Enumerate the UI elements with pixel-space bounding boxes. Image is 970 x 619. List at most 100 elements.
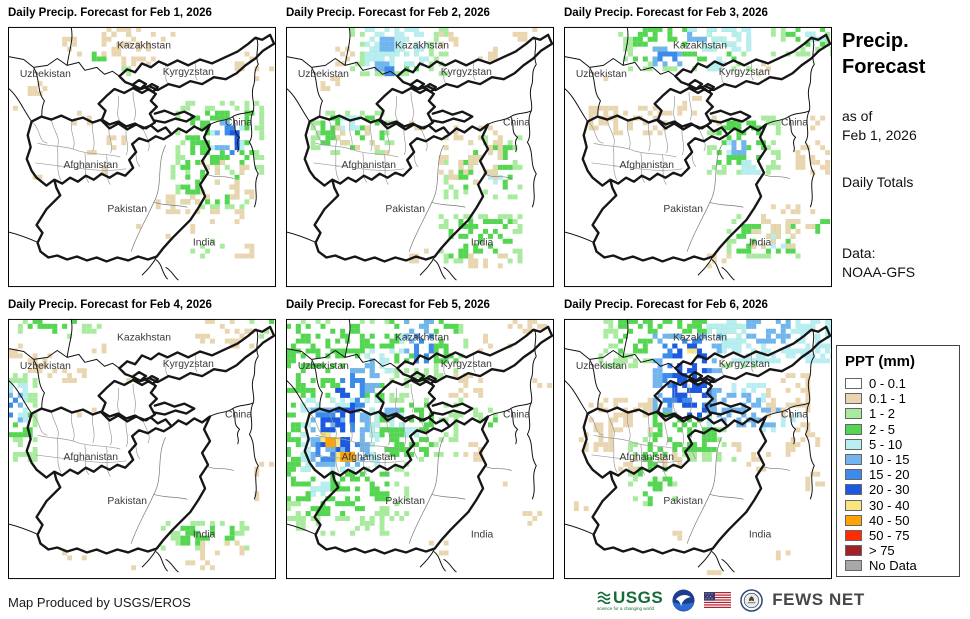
logo-strip: USGS science for a changing world xyxy=(597,586,865,614)
country-label: India xyxy=(193,238,216,249)
legend-label: 50 - 75 xyxy=(869,527,910,543)
country-label: Afghanistan xyxy=(63,452,118,463)
precip-cells xyxy=(573,318,832,576)
country-label: Kazakhstan xyxy=(395,333,449,344)
country-label: Kazakhstan xyxy=(395,41,449,52)
legend-label: 1 - 2 xyxy=(869,406,896,422)
legend-swatch xyxy=(845,438,862,450)
legend-swatch xyxy=(845,469,862,481)
country-label: Afghanistan xyxy=(341,160,396,171)
page-title-line2: Forecast xyxy=(842,56,926,78)
country-label: Kyrgyzstan xyxy=(163,67,214,78)
country-label: China xyxy=(225,117,252,128)
country-label: Kazakhstan xyxy=(673,333,727,344)
country-label: India xyxy=(193,530,216,541)
legend-row: 5 - 10 xyxy=(845,437,959,452)
legend-label: 0 - 0.1 xyxy=(869,376,906,392)
as-of-block: as of Feb 1, 2026 xyxy=(842,107,966,145)
legend-row: 40 - 50 xyxy=(845,513,959,528)
legend-row: 2 - 5 xyxy=(845,422,959,437)
country-label: Afghanistan xyxy=(341,452,396,463)
panel-title: Daily Precip. Forecast for Feb 5, 2026 xyxy=(286,299,490,311)
page-title-line1: Precip. xyxy=(842,30,909,52)
country-label: Uzbekistan xyxy=(576,69,627,80)
country-label: Kazakhstan xyxy=(117,333,171,344)
map-canvas: Uzbekistan Kazakhstan Kyrgyzstan China Afgha… xyxy=(8,25,276,289)
legend-swatch xyxy=(845,545,862,557)
country-label: China xyxy=(781,117,808,128)
legend-swatch xyxy=(845,499,862,511)
legend-swatch xyxy=(845,423,862,435)
data-source: NOAA-GFS xyxy=(842,264,916,280)
data-label: Data: xyxy=(842,245,876,261)
legend-label: 10 - 15 xyxy=(869,452,910,468)
panel-title: Daily Precip. Forecast for Feb 6, 2026 xyxy=(564,299,768,311)
country-label: Kyrgyzstan xyxy=(441,67,492,78)
legend-label: No Data xyxy=(869,558,917,574)
country-label: Uzbekistan xyxy=(20,69,71,80)
legend-row: > 75 xyxy=(845,543,959,558)
precip-cells xyxy=(588,26,832,269)
country-label: China xyxy=(781,409,808,420)
country-label: Pakistan xyxy=(107,496,147,507)
precip-cells xyxy=(8,318,275,571)
legend-label: 0.1 - 1 xyxy=(869,391,906,407)
map-canvas: Uzbekistan Kazakhstan Kyrgyzstan China Afgha… xyxy=(564,317,832,581)
legend-swatch xyxy=(845,378,862,390)
country-label: Uzbekistan xyxy=(298,361,349,372)
legend-swatch xyxy=(845,393,862,405)
forecast-panel-feb-3: Daily Precip. Forecast for Feb 3, 2026 U… xyxy=(564,7,832,289)
country-label: India xyxy=(749,530,772,541)
legend-row: 50 - 75 xyxy=(845,528,959,543)
map-canvas: Uzbekistan Kazakhstan Kyrgyzstan China Afgha… xyxy=(8,317,276,581)
country-label: Kazakhstan xyxy=(117,41,171,52)
country-label: Kyrgyzstan xyxy=(441,359,492,370)
country-label: Uzbekistan xyxy=(20,361,71,372)
legend-title: PPT (mm) xyxy=(845,353,916,370)
panel-title: Daily Precip. Forecast for Feb 1, 2026 xyxy=(8,7,212,19)
country-label: China xyxy=(225,409,252,420)
totals-label: Daily Totals xyxy=(842,174,914,190)
usgs-tagline: science for a changing world xyxy=(597,605,655,611)
state-seal-icon xyxy=(740,588,763,612)
legend-label: > 75 xyxy=(869,543,895,559)
panel-title: Daily Precip. Forecast for Feb 2, 2026 xyxy=(286,7,490,19)
country-label: Pakistan xyxy=(385,496,425,507)
legend-label: 5 - 10 xyxy=(869,436,903,452)
fewsnet-label: FEWS NET xyxy=(772,590,865,609)
country-label: India xyxy=(749,238,772,249)
legend-row: 0 - 0.1 xyxy=(845,376,959,391)
country-label: China xyxy=(503,117,530,128)
forecast-panel-feb-1: Daily Precip. Forecast for Feb 1, 2026 U… xyxy=(8,7,276,289)
noaa-logo-icon xyxy=(672,588,695,612)
data-source-block: Data: NOAA-GFS xyxy=(842,244,966,282)
legend-row: 1 - 2 xyxy=(845,406,959,421)
sidebar: Precip. Forecast as of Feb 1, 2026 Daily… xyxy=(842,28,966,282)
country-label: Afghanistan xyxy=(619,160,674,171)
legend-row: 0.1 - 1 xyxy=(845,391,959,406)
country-label: India xyxy=(471,530,494,541)
legend-row: 20 - 30 xyxy=(845,482,959,497)
country-label: Uzbekistan xyxy=(298,69,349,80)
country-label: Afghanistan xyxy=(619,452,674,463)
panel-title: Daily Precip. Forecast for Feb 4, 2026 xyxy=(8,299,212,311)
usgs-logo: USGS science for a changing world xyxy=(597,589,663,612)
country-label: Pakistan xyxy=(385,204,425,215)
legend-label: 20 - 30 xyxy=(869,482,910,498)
legend-row: 15 - 20 xyxy=(845,467,959,482)
forecast-panel-feb-2: Daily Precip. Forecast for Feb 2, 2026 U… xyxy=(286,7,554,289)
page-title: Precip. Forecast xyxy=(842,28,966,80)
usgs-wave-icon xyxy=(597,591,611,605)
country-label: Kyrgyzstan xyxy=(719,359,770,370)
panel-title: Daily Precip. Forecast for Feb 3, 2026 xyxy=(564,7,768,19)
country-label: China xyxy=(503,409,530,420)
map-canvas: Uzbekistan Kazakhstan Kyrgyzstan China Afgha… xyxy=(286,25,554,289)
legend-swatch xyxy=(845,560,862,572)
legend-swatch xyxy=(845,484,862,496)
as-of-date: Feb 1, 2026 xyxy=(842,127,917,143)
forecast-panel-feb-5: Daily Precip. Forecast for Feb 5, 2026 U… xyxy=(286,299,554,581)
country-label: Kazakhstan xyxy=(673,41,727,52)
country-label: Kyrgyzstan xyxy=(719,67,770,78)
